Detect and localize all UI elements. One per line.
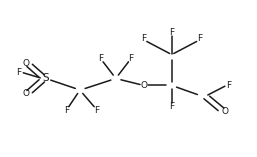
Text: F: F (169, 102, 174, 111)
Text: F: F (64, 106, 69, 115)
Text: F: F (94, 106, 99, 115)
Text: S: S (43, 73, 49, 84)
Text: F: F (226, 81, 232, 90)
Text: F: F (98, 54, 103, 63)
Text: F: F (128, 54, 134, 63)
Text: O: O (222, 107, 229, 116)
Text: O: O (22, 59, 29, 68)
Text: F: F (197, 34, 202, 43)
Text: F: F (17, 68, 22, 77)
Text: F: F (169, 28, 174, 37)
Text: O: O (22, 89, 29, 98)
Text: F: F (141, 34, 146, 43)
Text: O: O (140, 81, 147, 90)
